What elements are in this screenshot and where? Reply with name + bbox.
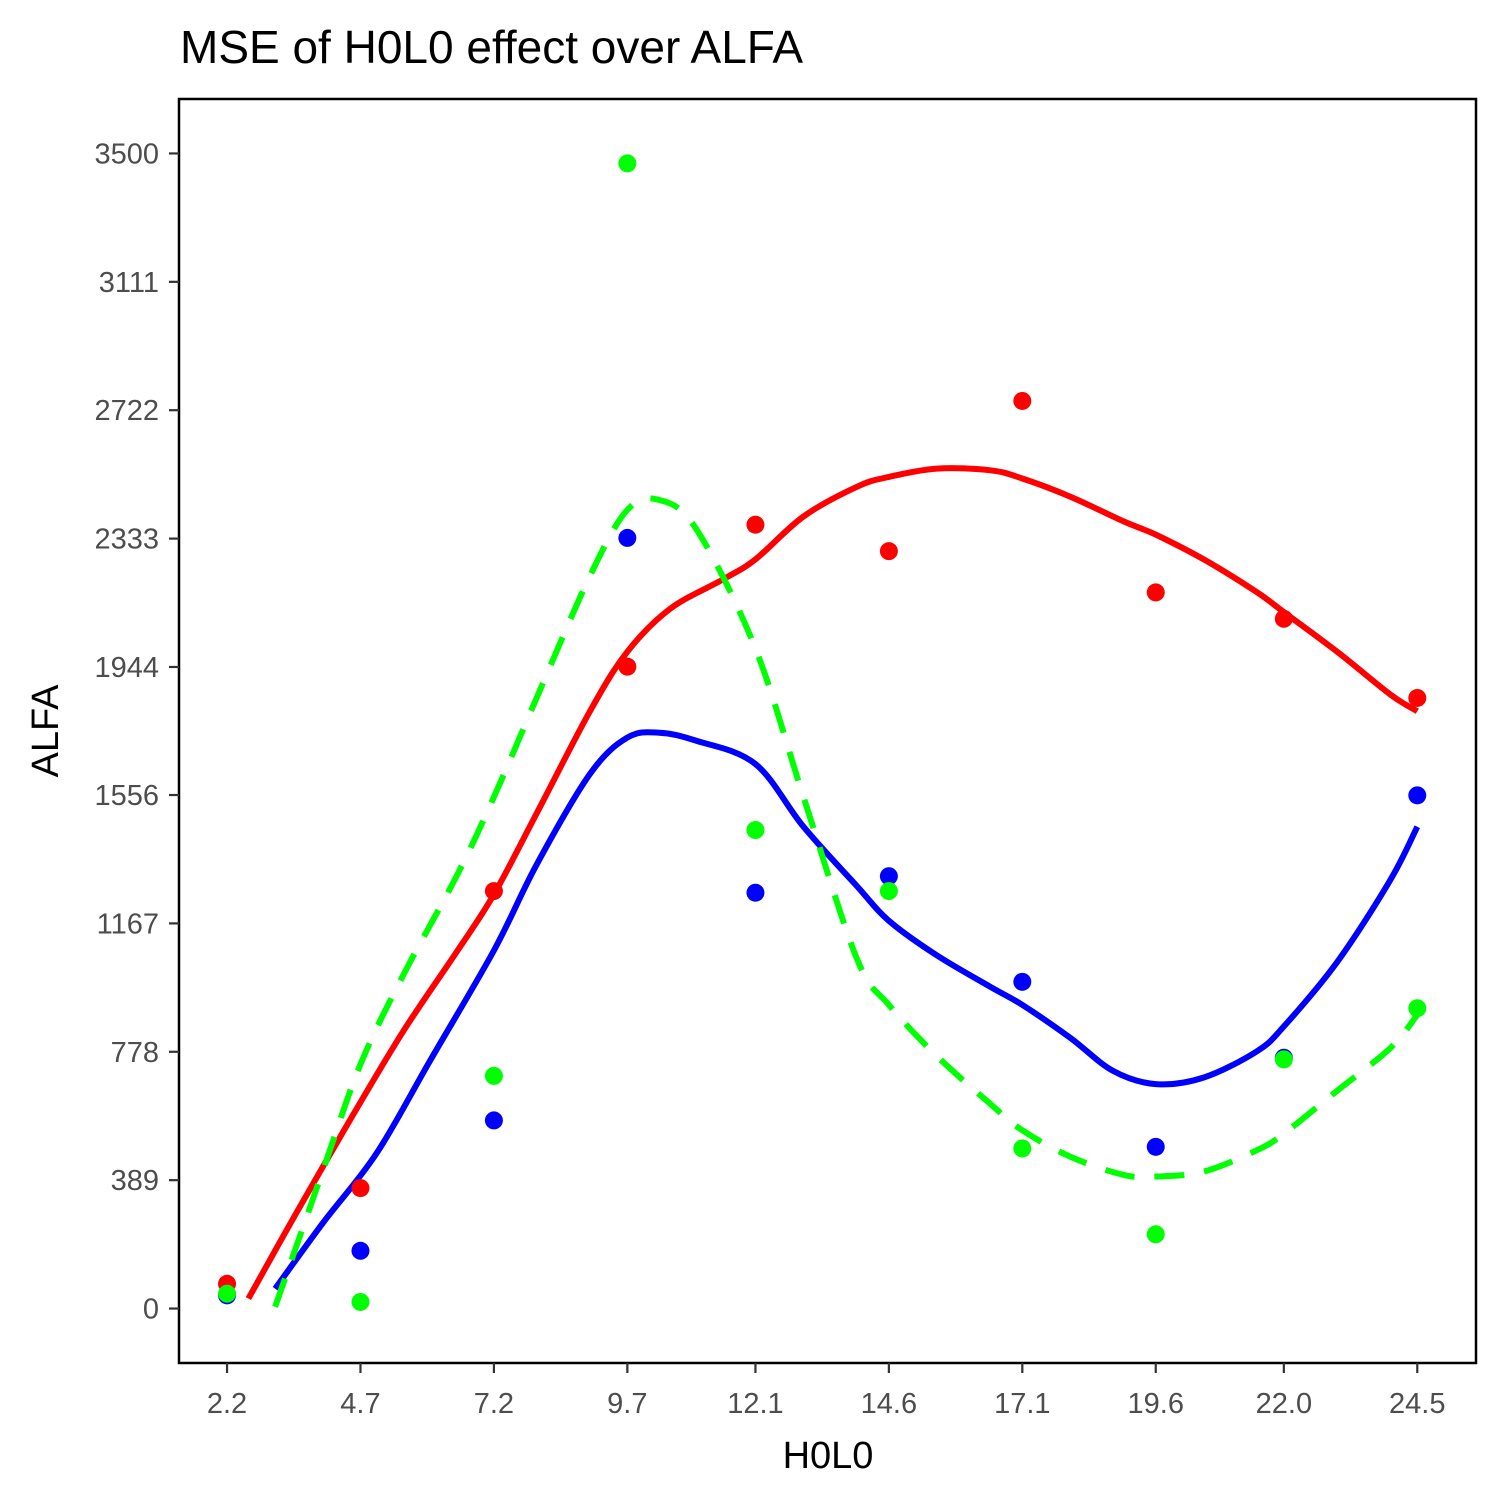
y-tick-label: 1944 [94, 652, 159, 684]
x-tick-label: 9.7 [607, 1388, 647, 1420]
data-point-series-3 [1013, 1139, 1032, 1158]
y-tick-label: 0 [143, 1294, 159, 1326]
data-point-series-3 [484, 1066, 503, 1085]
x-tick-label: 2.2 [207, 1388, 247, 1420]
y-axis: 0 389 778 1167 1556 1944 2333 2722 3111 3500 [94, 138, 179, 1326]
data-point-series-2 [484, 1111, 503, 1130]
chart-title: MSE of H0L0 effect over ALFA [180, 21, 803, 73]
data-point-series-2 [879, 867, 898, 886]
x-tick-label: 14.6 [861, 1388, 917, 1420]
y-tick-label: 3111 [99, 267, 159, 299]
x-axis: 2.2 4.7 7.2 9.7 12.1 14.6 17.1 19.6 22.0 24.5 [207, 1363, 1446, 1420]
smooth-curve-1 [245, 465, 1419, 1301]
data-point-series-1 [484, 882, 503, 901]
x-tick-label: 19.6 [1128, 1388, 1184, 1420]
y-tick-label: 778 [111, 1037, 159, 1069]
data-point-series-3 [746, 821, 765, 840]
smooth-curve-3 [272, 495, 1420, 1308]
plot-panel [177, 97, 1478, 1365]
data-point-series-1 [351, 1179, 370, 1198]
data-point-series-3 [1274, 1050, 1293, 1069]
y-tick-label: 1167 [97, 908, 159, 940]
x-tick-label: 17.1 [994, 1388, 1050, 1420]
smooth-curve-2 [272, 729, 1420, 1291]
data-point-series-1 [1408, 688, 1427, 707]
y-tick-label: 3500 [94, 138, 159, 170]
data-point-series-2 [1146, 1137, 1165, 1156]
data-point-series-2 [746, 883, 765, 902]
data-points [218, 154, 1427, 1311]
x-tick-label: 7.2 [474, 1388, 514, 1420]
y-tick-label: 2722 [94, 395, 159, 427]
smooth-curves [245, 465, 1420, 1308]
x-axis-title: H0L0 [783, 1435, 874, 1477]
data-point-series-3 [218, 1284, 237, 1303]
data-point-series-1 [746, 515, 765, 534]
data-point-series-1 [1013, 391, 1032, 410]
data-point-series-2 [1408, 786, 1427, 805]
data-point-series-3 [618, 154, 637, 173]
data-point-series-2 [1013, 972, 1032, 991]
y-tick-label: 2333 [94, 524, 159, 556]
x-tick-label: 4.7 [340, 1388, 380, 1420]
data-point-series-2 [351, 1241, 370, 1260]
y-axis-title: ALFA [25, 684, 67, 778]
data-point-series-2 [618, 528, 637, 547]
data-point-series-1 [879, 542, 898, 561]
data-point-series-3 [351, 1292, 370, 1311]
y-tick-label: 1556 [94, 780, 159, 812]
data-point-series-1 [1274, 609, 1293, 628]
x-tick-label: 24.5 [1389, 1388, 1445, 1420]
data-point-series-3 [1408, 999, 1427, 1018]
data-point-series-1 [1146, 583, 1165, 602]
x-tick-label: 12.1 [727, 1388, 783, 1420]
x-tick-label: 22.0 [1256, 1388, 1312, 1420]
data-point-series-3 [879, 882, 898, 901]
data-point-series-3 [1146, 1225, 1165, 1244]
y-tick-label: 389 [111, 1165, 159, 1197]
data-point-series-1 [618, 657, 637, 676]
